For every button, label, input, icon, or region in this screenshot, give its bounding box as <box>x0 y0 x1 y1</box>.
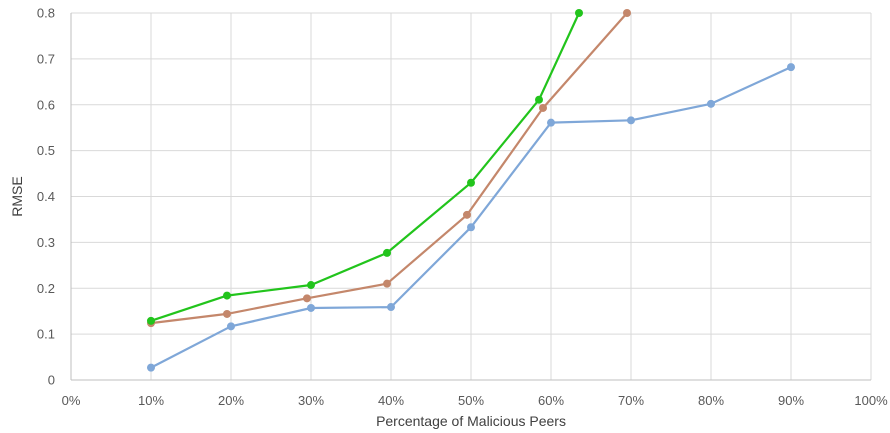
data-point <box>463 210 471 219</box>
x-tick-label: 10% <box>138 393 164 408</box>
data-point <box>387 303 395 312</box>
data-point <box>147 363 155 372</box>
y-tick-label: 0.8 <box>37 6 55 21</box>
x-tick-label: 40% <box>378 393 404 408</box>
data-point <box>147 316 155 325</box>
y-tick-label: 0.5 <box>37 143 55 158</box>
data-point <box>383 248 391 257</box>
data-point <box>623 9 631 17</box>
data-point <box>303 294 311 303</box>
data-point <box>227 322 235 331</box>
y-tick-label: 0.1 <box>37 327 55 342</box>
data-point <box>467 223 475 232</box>
data-point <box>383 279 391 288</box>
y-tick-label: 0.6 <box>37 97 55 112</box>
data-point <box>787 63 795 72</box>
x-tick-label: 100% <box>854 393 888 408</box>
y-axis-title: RMSE <box>9 176 25 216</box>
axes: 0 0.1 0.2 0.3 0.4 0.5 0.6 0.7 0.8 0% 10% 20% 30% 40% 5… <box>37 6 888 409</box>
data-point <box>467 178 475 187</box>
x-axis-title: Percentage of Malicious Peers <box>376 413 566 429</box>
series-1 <box>147 63 795 372</box>
x-tick-label: 70% <box>618 393 644 408</box>
data-point <box>547 118 555 127</box>
y-tick-label: 0.4 <box>37 189 55 204</box>
y-tick-label: 0.7 <box>37 51 55 66</box>
data-point <box>307 281 315 290</box>
data-point <box>535 95 543 104</box>
data-point <box>539 103 547 112</box>
x-tick-label: 20% <box>218 393 244 408</box>
x-tick-label: 80% <box>698 393 724 408</box>
x-tick-label: 60% <box>538 393 564 408</box>
x-tick-label: 90% <box>778 393 804 408</box>
data-point <box>223 309 231 318</box>
y-tick-label: 0.3 <box>37 235 55 250</box>
y-tick-label: 0 <box>48 373 55 388</box>
x-tick-label: 50% <box>458 393 484 408</box>
data-point <box>575 9 583 17</box>
data-point <box>627 116 635 125</box>
data-point <box>223 291 231 300</box>
data-point <box>707 99 715 108</box>
series-3 <box>147 9 583 325</box>
series-group <box>147 9 795 372</box>
x-tick-label: 30% <box>298 393 324 408</box>
x-tick-label: 0% <box>62 393 81 408</box>
grid <box>71 12 872 380</box>
data-point <box>307 303 315 312</box>
y-tick-label: 0.2 <box>37 281 55 296</box>
series-line <box>149 11 629 325</box>
